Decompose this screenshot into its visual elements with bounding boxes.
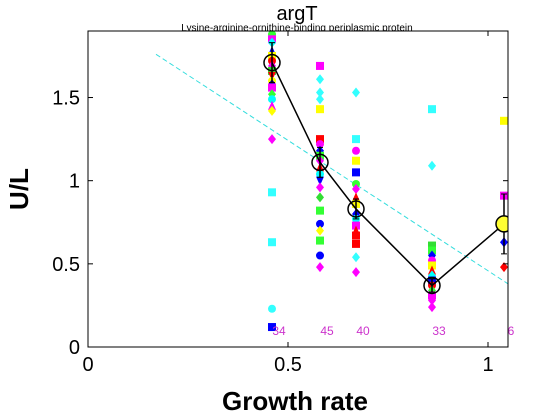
data-point — [352, 135, 360, 144]
data-point — [352, 168, 360, 177]
data-point — [316, 87, 324, 98]
mean-marker — [263, 53, 281, 72]
data-point — [428, 265, 436, 275]
trend-line-group — [155, 53, 508, 285]
data-point — [316, 192, 324, 203]
plot-area: 34 45 40 33 6 0 0.5 1 0 0.5 1 1.5 — [52, 30, 515, 376]
y-axis-label: U/L — [4, 168, 34, 210]
data-point — [316, 94, 324, 105]
count-label: 6 — [508, 324, 515, 338]
data-point — [316, 135, 324, 144]
data-point — [268, 105, 276, 116]
data-point — [268, 134, 276, 145]
data-point — [268, 95, 276, 104]
x-tick-label: 0.5 — [274, 354, 302, 376]
data-point — [352, 252, 360, 263]
data-point — [316, 236, 324, 245]
data-point — [316, 251, 324, 260]
data-point — [316, 262, 324, 273]
y-tick-label: 1 — [69, 171, 80, 193]
chart-subtitle: Lysine-arginine-ornithine-binding peripl… — [181, 23, 412, 34]
data-point — [428, 160, 436, 171]
x-tick-label: 1 — [482, 354, 493, 376]
count-label: 40 — [356, 324, 370, 338]
data-point — [316, 176, 324, 186]
data-point — [428, 105, 436, 114]
data-point — [352, 87, 360, 98]
data-point — [268, 323, 276, 332]
data-point — [352, 231, 360, 240]
data-point — [500, 262, 508, 273]
data-point — [428, 295, 436, 306]
data-point — [352, 239, 360, 248]
axes-group: 0 0.5 1 0 0.5 1 1.5 — [52, 31, 508, 376]
mean-marker — [311, 153, 329, 172]
plot-frame — [87, 30, 509, 348]
data-point — [268, 304, 276, 313]
data-point — [316, 225, 324, 236]
data-point — [352, 267, 360, 278]
chart-title: argT — [276, 3, 317, 25]
data-point — [500, 116, 508, 125]
data-point — [316, 140, 324, 149]
x-axis-label: Growth rate — [222, 386, 368, 416]
data-point — [428, 302, 436, 313]
plot-background — [88, 31, 508, 347]
data-point — [268, 188, 276, 197]
data-point — [352, 156, 360, 165]
data-point — [352, 184, 360, 194]
y-tick-label: 0 — [69, 337, 80, 359]
mean-marker — [347, 200, 365, 218]
mean-marker — [495, 215, 508, 233]
y-tick-label: 1.5 — [52, 88, 80, 110]
data-point — [316, 219, 324, 228]
count-label: 45 — [320, 324, 334, 338]
x-tick-label: 0 — [82, 354, 93, 376]
data-point — [316, 206, 324, 215]
data-point — [268, 83, 276, 92]
mean-marker — [423, 276, 441, 295]
count-label: 33 — [432, 324, 446, 338]
data-point — [316, 61, 324, 70]
data-point — [268, 100, 276, 110]
data-point — [316, 74, 324, 85]
data-point — [428, 241, 436, 250]
trend-line — [155, 53, 508, 285]
mean-line-group — [263, 42, 508, 295]
count-labels-group: 34 45 40 33 6 — [272, 324, 514, 338]
data-point — [316, 182, 324, 193]
data-point — [352, 146, 360, 155]
y-tick-label: 0.5 — [52, 254, 80, 276]
count-label: 34 — [272, 324, 286, 338]
data-point — [268, 238, 276, 247]
data-point — [316, 105, 324, 114]
